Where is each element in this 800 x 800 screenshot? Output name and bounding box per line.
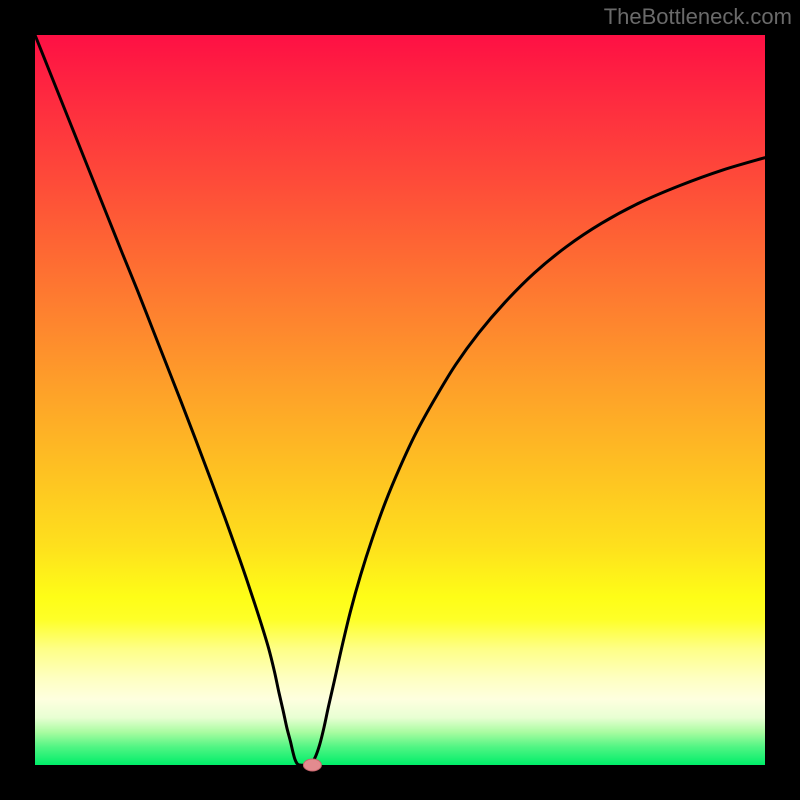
watermark-text: TheBottleneck.com	[604, 4, 792, 30]
chart-frame: TheBottleneck.com	[0, 0, 800, 800]
bottleneck-chart	[0, 0, 800, 800]
plot-background	[35, 35, 765, 765]
optimal-point-marker	[303, 759, 321, 771]
